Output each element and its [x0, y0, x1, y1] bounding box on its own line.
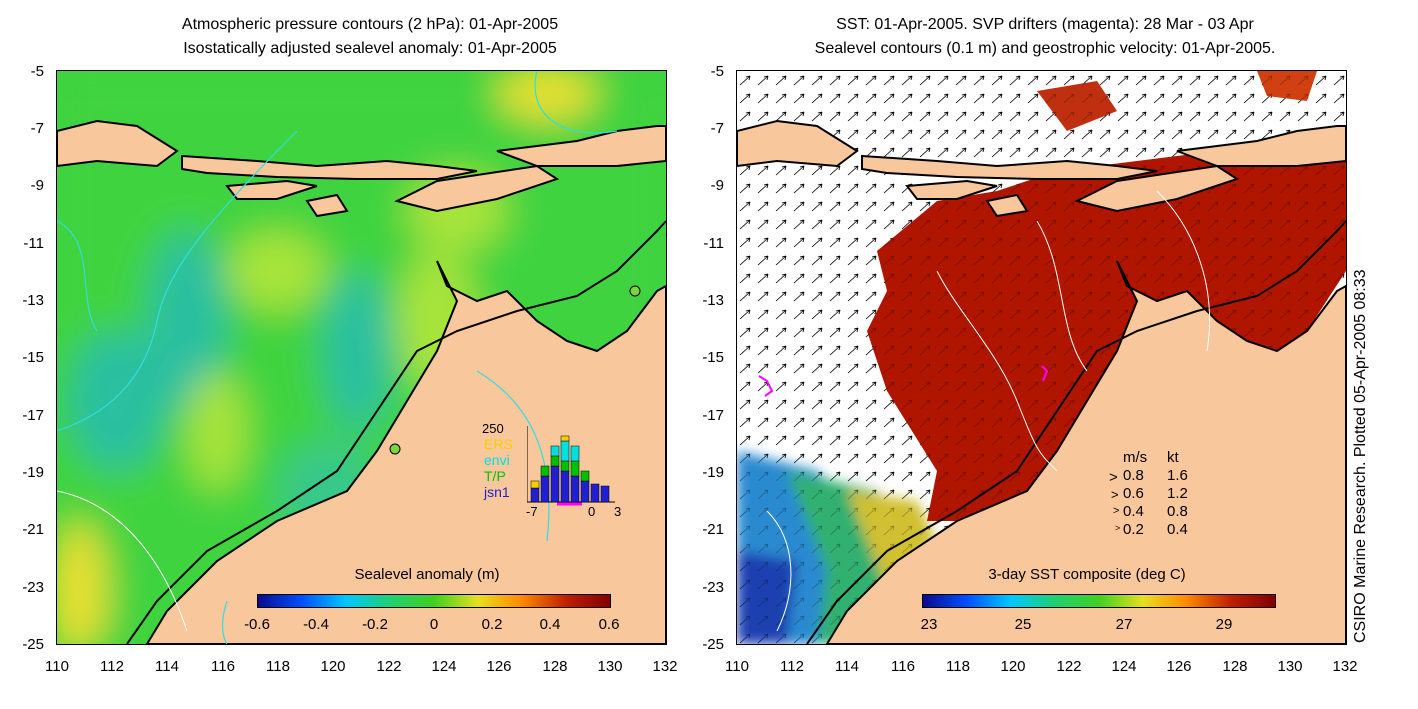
right-y-tick: -15 [702, 349, 724, 366]
sst-field [737, 71, 1346, 644]
right-map-frame [736, 70, 1347, 645]
right-x-tick: 132 [1332, 658, 1358, 675]
speed-legend-ms: 0.6 [1123, 485, 1144, 502]
speed-legend-header-ms: m/s [1123, 449, 1148, 466]
sealevel-anomaly-map: Sealevel anomaly (m) -0.6 -0.4 -0.2 0 0.… [57, 71, 666, 644]
right-x-tick: 130 [1277, 658, 1303, 675]
left-x-tick: 114 [155, 658, 179, 675]
right-y-tick: -25 [702, 636, 724, 653]
right-y-tick: -19 [702, 464, 724, 481]
speed-legend-arrow-icon: > [1115, 523, 1121, 533]
sst-colorbar-tick: 23 [920, 616, 938, 633]
left-y-tick: -21 [22, 521, 44, 538]
right-x-tick: 122 [1056, 658, 1082, 675]
right-y-tick: -5 [710, 63, 724, 80]
inset-x-tick: -7 [526, 504, 538, 519]
right-y-tick: -21 [702, 521, 724, 538]
left-x-tick: 124 [431, 658, 457, 675]
sealevel-colorbar-tick: -0.6 [244, 616, 270, 633]
speed-legend-ms: 0.8 [1123, 467, 1144, 484]
left-x-tick: 112 [100, 658, 124, 675]
inset-x-tick: 0 [588, 504, 596, 519]
sst-colorbar-tick: 25 [1014, 616, 1032, 633]
inset-legend-ers: ERS [484, 436, 513, 452]
sealevel-colorbar-tick: 0.4 [539, 616, 561, 633]
inset-legend-jsn1: jsn1 [484, 484, 510, 500]
right-x-tick: 124 [1111, 658, 1137, 675]
right-y-tick: -13 [702, 292, 724, 309]
right-y-tick: -17 [702, 407, 724, 424]
left-x-tick: 110 [45, 658, 69, 675]
right-x-tick: 116 [891, 658, 915, 675]
left-x-tick: 128 [542, 658, 568, 675]
speed-legend-header-kt: kt [1167, 449, 1179, 466]
right-x-tick: 128 [1222, 658, 1248, 675]
inset-histogram [527, 426, 615, 506]
speed-legend-kt: 0.8 [1167, 503, 1188, 520]
right-x-tick: 114 [835, 658, 859, 675]
left-map-frame [56, 70, 667, 645]
left-y-tick: -19 [22, 464, 44, 481]
left-x-tick: 126 [486, 658, 512, 675]
left-y-tick: -9 [30, 177, 44, 194]
sealevel-anomaly-field [57, 71, 666, 644]
left-x-tick: 120 [320, 658, 346, 675]
left-y-tick: -7 [30, 120, 44, 137]
speed-legend-kt: 1.2 [1167, 485, 1188, 502]
left-x-tick: 118 [266, 658, 290, 675]
sst-colorbar [922, 594, 1276, 608]
right-y-tick: -7 [710, 120, 724, 137]
left-x-tick: 132 [652, 658, 678, 675]
altimeter-inset: 250 ERS envi T/P jsn1 [482, 421, 632, 526]
left-title-line2: Isostatically adjusted sealevel anomaly:… [183, 40, 557, 57]
right-title-line1: SST: 01-Apr-2005. SVP drifters (magenta)… [836, 16, 1254, 33]
right-x-tick: 112 [780, 658, 804, 675]
left-y-tick: -11 [23, 235, 44, 252]
inset-x-tick: 3 [614, 504, 622, 519]
right-x-tick: 120 [1000, 658, 1026, 675]
speed-legend-ms: 0.2 [1123, 521, 1144, 538]
left-y-tick: -25 [22, 636, 44, 653]
inset-legend-envi: envi [484, 452, 510, 468]
right-x-tick: 118 [946, 658, 970, 675]
left-x-tick: 130 [597, 658, 623, 675]
sealevel-colorbar-tick: -0.4 [303, 616, 329, 633]
right-y-tick: -23 [702, 579, 724, 596]
right-x-tick: 126 [1166, 658, 1192, 675]
speed-legend: m/s kt > 0.8 1.6 > 0.6 1.2 > 0.4 0.8 > 0… [1105, 449, 1225, 539]
speed-legend-kt: 1.6 [1167, 467, 1188, 484]
left-y-tick: -13 [22, 292, 44, 309]
left-y-tick: -5 [30, 63, 44, 80]
sst-map: m/s kt > 0.8 1.6 > 0.6 1.2 > 0.4 0.8 > 0… [737, 71, 1346, 644]
inset-ymax-label: 250 [482, 421, 504, 436]
sst-colorbar-tick: 29 [1215, 616, 1233, 633]
speed-legend-arrow-icon: > [1109, 469, 1118, 486]
sealevel-colorbar-title: Sealevel anomaly (m) [354, 566, 500, 583]
speed-legend-arrow-icon: > [1111, 487, 1119, 502]
left-y-tick: -15 [22, 349, 44, 366]
sealevel-colorbar-tick: 0 [429, 616, 439, 633]
speed-legend-arrow-icon: > [1113, 505, 1120, 517]
sealevel-colorbar-tick: 0.6 [598, 616, 620, 633]
speed-legend-ms: 0.4 [1123, 503, 1144, 520]
sealevel-colorbar-tick: 0.2 [481, 616, 503, 633]
sst-colorbar-title: 3-day SST composite (deg C) [988, 566, 1186, 583]
right-y-tick: -9 [710, 177, 724, 194]
credit-text: CSIRO Marine Research. Plotted 05-Apr-20… [1352, 269, 1369, 643]
left-y-tick: -17 [22, 407, 44, 424]
sealevel-colorbar-tick: -0.2 [362, 616, 388, 633]
right-x-tick: 110 [725, 658, 749, 675]
speed-legend-kt: 0.4 [1167, 521, 1188, 538]
left-x-tick: 122 [376, 658, 402, 675]
sst-colorbar-tick: 27 [1115, 616, 1133, 633]
left-title-line1: Atmospheric pressure contours (2 hPa): 0… [181, 16, 559, 33]
right-y-tick: -11 [703, 235, 724, 252]
left-y-tick: -23 [22, 579, 44, 596]
inset-legend-tp: T/P [484, 468, 506, 484]
sealevel-colorbar [257, 594, 611, 608]
right-title-line2: Sealevel contours (0.1 m) and geostrophi… [814, 40, 1276, 57]
left-x-tick: 116 [211, 658, 235, 675]
